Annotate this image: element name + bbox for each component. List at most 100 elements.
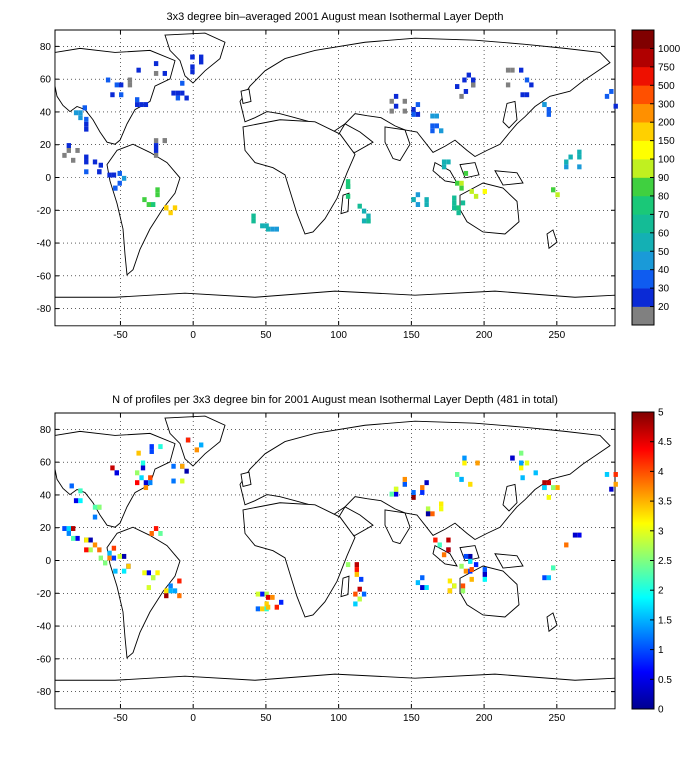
data-bin — [265, 594, 271, 600]
data-bin — [143, 480, 149, 486]
data-bin — [260, 591, 265, 597]
data-bin — [354, 567, 359, 572]
data-bin — [430, 113, 435, 119]
x-tick-label: 200 — [476, 330, 493, 341]
data-bin — [468, 481, 473, 487]
colorbar-label: 750 — [658, 62, 675, 73]
data-bin — [274, 604, 279, 610]
data-bin — [111, 172, 117, 178]
data-bin — [164, 593, 169, 599]
data-bin — [482, 571, 487, 577]
data-bin — [149, 531, 154, 536]
data-bin — [149, 449, 154, 454]
data-bin — [441, 164, 447, 170]
data-bin — [542, 480, 547, 486]
data-bin — [71, 526, 76, 531]
data-bin — [184, 468, 189, 474]
data-bin — [520, 92, 525, 98]
data-bin — [153, 70, 159, 76]
data-bin — [402, 481, 407, 487]
colorbar-label: 70 — [658, 210, 670, 221]
data-bin — [168, 583, 173, 589]
data-bin — [613, 472, 618, 477]
colorbar-swatch — [632, 66, 654, 86]
data-bin — [146, 585, 151, 590]
data-bin — [361, 208, 367, 214]
data-bin — [92, 159, 98, 165]
data-bin — [84, 169, 89, 175]
data-bin — [604, 472, 610, 477]
data-bin — [475, 460, 480, 466]
data-bin — [117, 553, 122, 559]
bottom-x-ticks: -50 0 50 100 150 200 250 — [113, 413, 566, 724]
data-bin — [446, 547, 451, 553]
data-bin — [168, 588, 173, 594]
data-bin — [434, 123, 439, 129]
top-data-bins — [62, 54, 618, 232]
data-bin — [73, 110, 79, 116]
data-bin — [613, 103, 618, 109]
data-bin — [73, 498, 79, 504]
data-bin — [107, 172, 112, 178]
data-bin — [148, 480, 153, 486]
y-tick-label: -20 — [37, 589, 52, 600]
data-bin — [468, 553, 473, 559]
data-bin — [180, 80, 185, 86]
data-bin — [460, 588, 466, 594]
data-bin — [105, 77, 111, 83]
data-bin — [462, 77, 467, 83]
data-bin — [151, 202, 156, 207]
data-bin — [420, 575, 425, 581]
data-bin — [69, 483, 74, 489]
colorbar-label: 100 — [658, 155, 675, 166]
data-bin — [117, 180, 122, 186]
colorbar-label: 200 — [658, 118, 675, 129]
data-bin — [75, 148, 80, 153]
data-bin — [114, 82, 119, 88]
data-bin — [88, 537, 93, 543]
data-bin — [88, 547, 93, 553]
data-bin — [255, 606, 261, 612]
data-bin — [555, 192, 560, 198]
data-bin — [153, 61, 159, 67]
data-bin — [441, 159, 447, 165]
data-bin — [260, 223, 265, 229]
data-bin — [84, 121, 89, 127]
data-bin — [609, 486, 614, 492]
colorbar-swatch — [632, 103, 654, 123]
data-bin — [425, 506, 431, 512]
y-tick-label: -20 — [37, 206, 52, 217]
data-bin — [121, 568, 127, 574]
data-bin — [577, 164, 582, 170]
y-tick-label: -40 — [37, 239, 52, 250]
data-bin — [424, 585, 429, 590]
data-bin — [136, 450, 141, 456]
data-bin — [127, 77, 133, 83]
bottom-data-bins — [62, 437, 618, 612]
colorbar-swatch — [632, 159, 654, 178]
data-bin — [463, 568, 469, 574]
data-bin — [519, 465, 524, 471]
x-tick-label: -50 — [113, 330, 128, 341]
y-tick-label: 0 — [45, 556, 51, 567]
data-bin — [415, 202, 421, 207]
data-bin — [279, 599, 284, 605]
data-bin — [482, 576, 487, 582]
data-bin — [455, 180, 460, 186]
data-bin — [468, 558, 473, 564]
data-bin — [366, 218, 371, 224]
data-bin — [572, 532, 578, 538]
y-tick-label: 20 — [40, 523, 52, 534]
data-bin — [424, 480, 429, 486]
data-bin — [119, 92, 124, 98]
data-bin — [546, 480, 551, 486]
data-bin — [393, 103, 399, 109]
data-bin — [361, 591, 367, 597]
colorbar-swatch — [632, 30, 654, 49]
data-bin — [462, 460, 467, 466]
data-bin — [84, 159, 89, 165]
data-bin — [533, 470, 538, 476]
data-bin — [359, 576, 364, 582]
data-bin — [107, 555, 112, 561]
data-bin — [155, 192, 160, 198]
